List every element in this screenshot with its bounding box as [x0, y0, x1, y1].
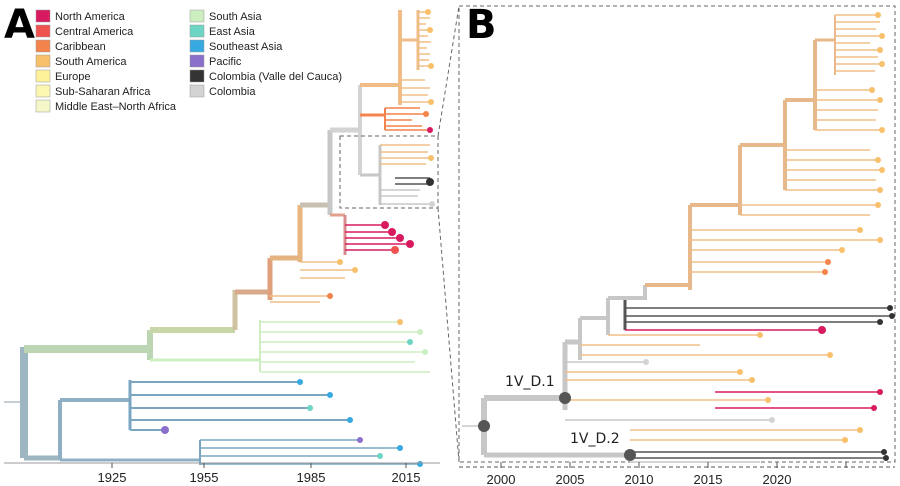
legend-label: Europe: [55, 71, 90, 83]
legend-label: Southeast Asia: [209, 41, 283, 53]
legend-swatch: [35, 9, 51, 23]
legend-swatch: [35, 99, 51, 113]
panel-a-tick-label: 1985: [297, 470, 326, 485]
legend-swatch: [189, 69, 205, 83]
panel-b-tick-label: 2015: [694, 472, 723, 486]
node-1v-d1-marker: [559, 392, 571, 404]
legend-swatch: [189, 39, 205, 53]
panel-b-letter: B: [466, 2, 497, 48]
panel-b-tick-label: 2020: [763, 472, 792, 486]
legend-label: East Asia: [209, 26, 256, 38]
legend-item: Middle East–North Africa: [35, 99, 177, 113]
legend-label: South America: [55, 56, 127, 68]
legend-label: South Asia: [209, 11, 262, 23]
legend-swatch: [35, 24, 51, 38]
legend-swatch: [35, 54, 51, 68]
root-node-marker: [478, 420, 490, 432]
legend-item: South America: [35, 54, 127, 68]
panel-b-frame: [458, 5, 896, 463]
legend-swatch: [189, 84, 205, 98]
panel-b-tick-label: 2005: [556, 472, 585, 486]
legend-item: Colombia (Valle del Cauca): [189, 69, 342, 83]
zoom-connector-bottom: [437, 207, 460, 463]
legend-item: Caribbean: [35, 39, 106, 53]
zoom-connector-top: [437, 5, 460, 137]
zoom-region-box: [339, 135, 439, 209]
legend-item: Europe: [35, 69, 90, 83]
legend-swatch: [35, 84, 51, 98]
panel-a-tick-label: 1925: [98, 470, 127, 485]
legend-label: Pacific: [209, 56, 242, 68]
legend-label: Central America: [55, 26, 134, 38]
legend-label: Colombia: [209, 86, 256, 98]
legend-item: Pacific: [189, 54, 242, 68]
legend-item: Southeast Asia: [189, 39, 283, 53]
legend-item: South Asia: [189, 9, 262, 23]
legend: North America Central America Caribbean Sou…: [35, 9, 342, 113]
legend-swatch: [189, 24, 205, 38]
legend-item: Central America: [35, 24, 134, 38]
legend-label: Caribbean: [55, 41, 106, 53]
panel-a-letter: A: [4, 2, 35, 48]
node-1v-d2-marker: [624, 449, 636, 461]
legend-label: Colombia (Valle del Cauca): [209, 71, 342, 83]
legend-swatch: [35, 69, 51, 83]
legend-swatch: [35, 39, 51, 53]
legend-item: East Asia: [189, 24, 256, 38]
panel-a: 1925 1955 1985 2015 A: [4, 2, 440, 485]
legend-label: North America: [55, 11, 126, 23]
panel-a-tick-label: 2015: [392, 470, 421, 485]
panel-b-tick-label: 2000: [487, 472, 516, 486]
legend-item: Sub-Saharan Africa: [35, 84, 151, 98]
node-label-1v-d2: 1V_D.2: [570, 431, 620, 447]
legend-label: Middle East–North Africa: [55, 101, 177, 113]
legend-item: Colombia: [189, 84, 256, 98]
legend-item: North America: [35, 9, 126, 23]
legend-label: Sub-Saharan Africa: [55, 86, 151, 98]
panel-b-axis-ticks: [500, 462, 847, 468]
legend-swatch: [189, 54, 205, 68]
node-label-1v-d1: 1V_D.1: [505, 374, 555, 390]
panel-b-tick-label: 2010: [625, 472, 654, 486]
panel-b: B: [458, 2, 896, 486]
panel-a-axis-ticks: [111, 463, 407, 468]
panel-a-tick-label: 1955: [190, 470, 219, 485]
legend-swatch: [189, 9, 205, 23]
